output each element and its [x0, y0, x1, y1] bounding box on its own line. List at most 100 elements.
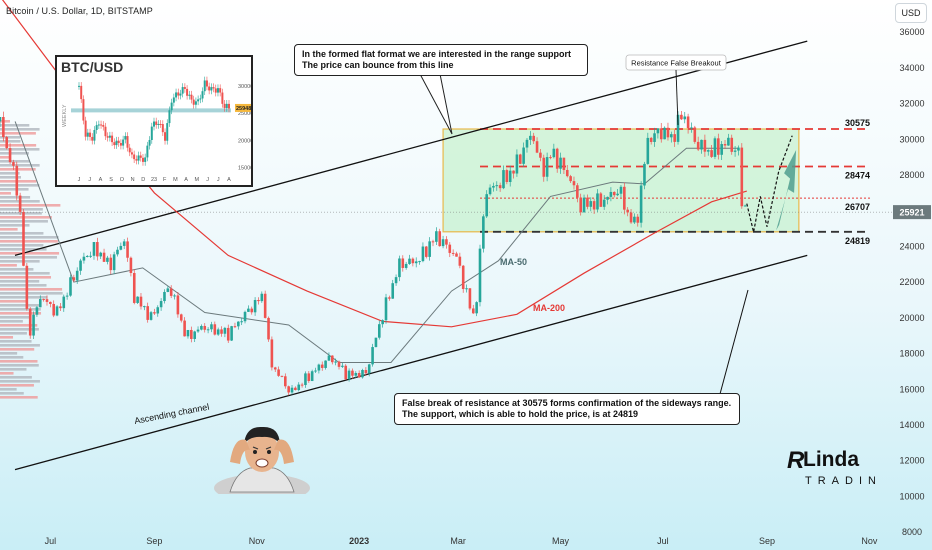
y-tick-label: 22000: [899, 277, 924, 287]
y-tick-label: 24000: [899, 241, 924, 251]
inset-candle-body: [186, 88, 189, 96]
candle-body: [539, 152, 542, 158]
candle-body: [659, 128, 663, 140]
volume-profile-bar: [0, 184, 40, 187]
candle-body: [307, 373, 311, 382]
candle-body: [243, 311, 247, 322]
inset-candle-body: [161, 124, 164, 133]
volume-profile-bar: [0, 364, 39, 367]
candle-body: [441, 239, 445, 247]
candle-body: [2, 117, 5, 138]
candle-body: [465, 288, 468, 290]
volume-profile-bar: [0, 172, 20, 175]
volume-profile-bar: [0, 136, 21, 139]
candle-body: [284, 376, 287, 387]
candle-body: [49, 301, 52, 304]
y-tick-label: 18000: [899, 349, 924, 359]
candle-body: [485, 194, 489, 217]
currency-button[interactable]: USD: [895, 3, 927, 23]
candle-body: [213, 324, 217, 335]
candle-body: [126, 241, 129, 258]
volume-profile-bar: [0, 264, 17, 267]
candle-body: [45, 299, 49, 302]
candle-body: [710, 150, 713, 157]
candle-body: [203, 325, 207, 330]
candle-body: [686, 116, 690, 129]
inset-x-tick: S: [109, 177, 113, 183]
volume-profile-bar: [0, 120, 10, 123]
inset-title: BTC/USD: [61, 59, 124, 75]
y-tick-label: 28000: [899, 170, 924, 180]
volume-profile-bar: [0, 224, 30, 227]
candle-body: [371, 347, 374, 365]
candle-body: [42, 299, 45, 301]
volume-profile-bar: [0, 320, 23, 323]
inset-candle-body: [172, 97, 175, 103]
candle-body: [720, 144, 723, 155]
candle-body: [703, 139, 707, 152]
candle-body: [341, 365, 344, 367]
inset-candle-body: [166, 123, 169, 141]
callout-top-pointer: [419, 73, 453, 135]
candle-body: [28, 308, 32, 336]
candle-body: [727, 137, 730, 146]
candle-body: [680, 114, 683, 120]
candle-body: [435, 231, 438, 242]
inset-y-tick: 15000: [238, 166, 251, 172]
candle-body: [89, 255, 92, 257]
candle-body: [482, 216, 485, 249]
candle-body: [458, 256, 462, 266]
callout-bottom-line2: The support, which is able to hold the p…: [402, 409, 639, 419]
volume-profile-bar: [0, 216, 52, 219]
resistance-pointer: [675, 69, 679, 126]
svg-text:TRADING: TRADING: [805, 475, 875, 487]
candle-body: [200, 325, 203, 330]
inset-candle-body: [86, 132, 89, 137]
volume-profile-bar: [0, 244, 44, 247]
volume-profile-bar: [0, 352, 18, 355]
inset-candle-body: [139, 155, 142, 158]
candle-body: [522, 147, 525, 164]
callout-top: In the formed flat format we are interes…: [294, 44, 588, 76]
candle-body: [498, 185, 502, 189]
x-tick-label: Jul: [657, 536, 669, 546]
callout-top-line1: In the formed flat format we are interes…: [302, 49, 572, 59]
inset-candle-body: [95, 125, 98, 130]
candle-body: [431, 241, 435, 243]
candle-body: [565, 169, 569, 177]
inset-side-label: WEEKLY: [62, 104, 68, 127]
volume-profile-bar: [0, 132, 36, 135]
inset-candle-body: [192, 99, 195, 105]
candle-body: [451, 252, 455, 254]
current-price-tag: [893, 205, 931, 220]
candle-body: [72, 277, 76, 281]
inset-candle-body: [170, 102, 173, 111]
candle-body: [267, 317, 270, 340]
candle-body: [586, 197, 589, 207]
candle-body: [226, 327, 230, 341]
candle-body: [169, 288, 173, 296]
candle-body: [193, 331, 196, 339]
inset-candle-body: [80, 85, 83, 100]
inset-candle-body: [106, 136, 109, 138]
candle-body: [448, 244, 452, 253]
candle-body: [743, 205, 747, 207]
candle-body: [179, 314, 183, 321]
candle-body: [676, 114, 680, 142]
inset-candle-body: [223, 103, 226, 108]
volume-profile-bar: [0, 148, 40, 151]
candle-body: [139, 296, 143, 307]
candle-body: [5, 137, 9, 149]
candle-body: [122, 241, 126, 246]
inset-candle-body: [78, 85, 80, 87]
candle-body: [12, 162, 15, 166]
candle-body: [401, 258, 405, 268]
candle-body: [314, 370, 317, 372]
level-label-28474: 28474: [845, 171, 870, 181]
volume-profile-bar: [0, 300, 28, 303]
inset-x-tick: 23: [151, 177, 157, 183]
inset-price-value: 25948: [236, 106, 251, 112]
volume-profile-bar: [0, 176, 21, 179]
y-tick-label: 36000: [899, 27, 924, 37]
inset-x-tick: J: [217, 177, 220, 183]
